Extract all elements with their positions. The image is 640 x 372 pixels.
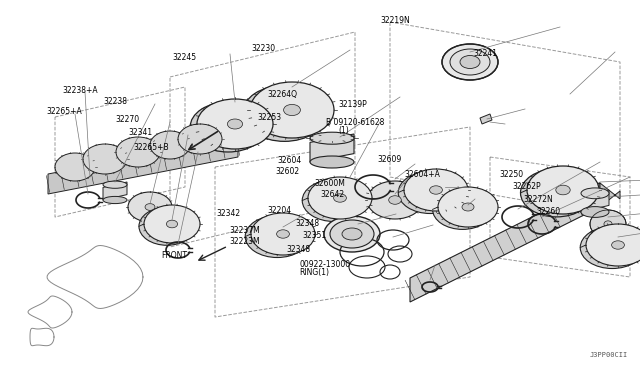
Text: RING(1): RING(1)	[300, 268, 330, 277]
Ellipse shape	[556, 185, 570, 195]
Text: 32604: 32604	[277, 156, 301, 165]
Ellipse shape	[581, 188, 609, 199]
Text: 32265+B: 32265+B	[133, 143, 169, 152]
Text: 32238+A: 32238+A	[62, 86, 98, 95]
Ellipse shape	[245, 215, 309, 257]
Polygon shape	[48, 137, 238, 194]
Polygon shape	[480, 114, 492, 124]
Ellipse shape	[330, 220, 374, 248]
Ellipse shape	[310, 156, 354, 168]
Ellipse shape	[527, 166, 599, 214]
Text: 32351: 32351	[302, 231, 326, 240]
Text: 32265+A: 32265+A	[46, 107, 82, 116]
Text: 32602: 32602	[275, 167, 300, 176]
Ellipse shape	[103, 196, 127, 203]
Text: 32250: 32250	[499, 170, 524, 179]
Ellipse shape	[310, 132, 354, 144]
Ellipse shape	[442, 44, 498, 80]
Ellipse shape	[276, 230, 289, 238]
Ellipse shape	[251, 213, 315, 255]
Ellipse shape	[604, 221, 612, 227]
Text: B 09120-61628: B 09120-61628	[326, 118, 385, 126]
Ellipse shape	[243, 85, 326, 141]
Text: 32642: 32642	[320, 190, 344, 199]
Ellipse shape	[302, 180, 366, 221]
Text: 00922-13000: 00922-13000	[300, 260, 351, 269]
Ellipse shape	[166, 220, 178, 228]
Polygon shape	[600, 183, 620, 207]
Ellipse shape	[284, 105, 300, 116]
Text: 32348: 32348	[287, 246, 311, 254]
Text: 32260: 32260	[536, 207, 561, 216]
Text: 32342: 32342	[216, 209, 241, 218]
Ellipse shape	[128, 192, 172, 222]
Ellipse shape	[580, 227, 640, 269]
Ellipse shape	[581, 206, 609, 217]
Polygon shape	[581, 190, 609, 212]
Ellipse shape	[116, 137, 160, 167]
Text: 32604+A: 32604+A	[404, 170, 440, 179]
Ellipse shape	[197, 99, 273, 149]
Text: 32348: 32348	[296, 219, 320, 228]
Ellipse shape	[144, 205, 200, 243]
Text: 32238: 32238	[104, 97, 128, 106]
Ellipse shape	[150, 131, 190, 159]
Ellipse shape	[227, 119, 243, 129]
Text: 32204: 32204	[268, 206, 292, 215]
Polygon shape	[103, 182, 127, 200]
Text: 32262P: 32262P	[512, 182, 541, 191]
Text: 32223M: 32223M	[229, 237, 260, 246]
Ellipse shape	[590, 210, 626, 238]
Text: 32253: 32253	[257, 113, 282, 122]
Text: 32341: 32341	[128, 128, 152, 137]
Ellipse shape	[139, 207, 195, 245]
Ellipse shape	[586, 224, 640, 266]
Ellipse shape	[308, 177, 372, 219]
Text: 32241: 32241	[474, 49, 498, 58]
Ellipse shape	[520, 169, 593, 217]
Text: 32270: 32270	[115, 115, 140, 124]
Text: 32139P: 32139P	[338, 100, 367, 109]
Ellipse shape	[342, 228, 362, 240]
Text: (1): (1)	[338, 126, 349, 135]
Ellipse shape	[429, 186, 442, 194]
Ellipse shape	[178, 124, 222, 154]
Text: 32609: 32609	[378, 155, 402, 164]
Ellipse shape	[398, 171, 462, 214]
Text: 32230: 32230	[252, 44, 276, 53]
Ellipse shape	[324, 216, 380, 252]
Polygon shape	[310, 134, 354, 162]
Text: 32264Q: 32264Q	[268, 90, 298, 99]
Text: J3PP00CII: J3PP00CII	[589, 352, 628, 358]
Ellipse shape	[190, 102, 266, 152]
Ellipse shape	[433, 189, 493, 230]
Ellipse shape	[367, 181, 423, 219]
Text: 32245: 32245	[173, 53, 197, 62]
Polygon shape	[410, 183, 600, 302]
Text: 32237M: 32237M	[229, 226, 260, 235]
Text: FRONT: FRONT	[161, 251, 188, 260]
Ellipse shape	[103, 181, 127, 188]
Ellipse shape	[612, 241, 625, 249]
Ellipse shape	[462, 203, 474, 211]
Text: 32219N: 32219N	[381, 16, 410, 25]
Ellipse shape	[404, 169, 468, 211]
Ellipse shape	[450, 49, 490, 75]
Ellipse shape	[438, 187, 498, 227]
Ellipse shape	[145, 203, 155, 211]
Ellipse shape	[55, 153, 95, 181]
Ellipse shape	[83, 144, 127, 174]
Text: 32600M: 32600M	[315, 179, 346, 188]
Text: 32272N: 32272N	[524, 195, 553, 203]
Ellipse shape	[333, 194, 346, 202]
Ellipse shape	[464, 58, 476, 66]
Ellipse shape	[250, 82, 334, 138]
Ellipse shape	[388, 196, 401, 204]
Ellipse shape	[460, 55, 480, 68]
